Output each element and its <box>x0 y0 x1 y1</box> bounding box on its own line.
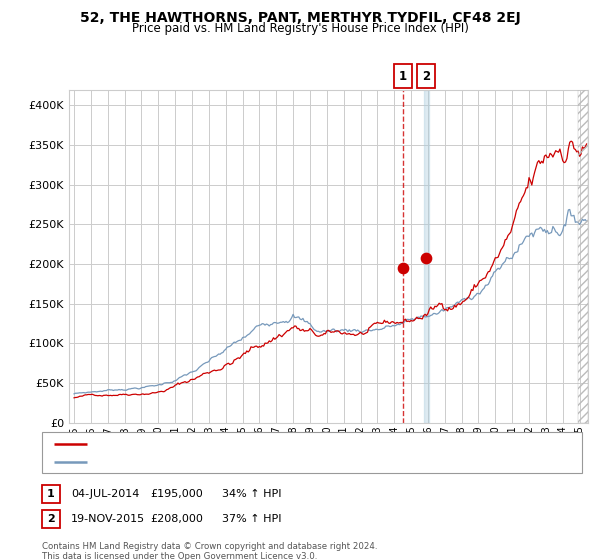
Text: 1: 1 <box>47 489 55 499</box>
Text: Price paid vs. HM Land Registry's House Price Index (HPI): Price paid vs. HM Land Registry's House … <box>131 22 469 35</box>
Point <box>398 264 407 273</box>
Text: 19-NOV-2015: 19-NOV-2015 <box>71 514 145 524</box>
Text: £195,000: £195,000 <box>150 489 203 499</box>
Text: Contains HM Land Registry data © Crown copyright and database right 2024.
This d: Contains HM Land Registry data © Crown c… <box>42 542 377 560</box>
Text: 37% ↑ HPI: 37% ↑ HPI <box>222 514 281 524</box>
Text: 1: 1 <box>398 69 407 83</box>
Text: 52, THE HAWTHORNS, PANT, MERTHYR TYDFIL, CF48 2EJ: 52, THE HAWTHORNS, PANT, MERTHYR TYDFIL,… <box>80 11 520 25</box>
Text: 2: 2 <box>422 69 430 83</box>
Text: 04-JUL-2014: 04-JUL-2014 <box>71 489 139 499</box>
Point <box>421 253 431 262</box>
Text: £208,000: £208,000 <box>150 514 203 524</box>
Text: 34% ↑ HPI: 34% ↑ HPI <box>222 489 281 499</box>
Text: 2: 2 <box>47 514 55 524</box>
Text: 52, THE HAWTHORNS, PANT, MERTHYR TYDFIL, CF48 2EJ (detached house): 52, THE HAWTHORNS, PANT, MERTHYR TYDFIL,… <box>93 439 464 449</box>
Bar <box>424 90 429 423</box>
Text: HPI: Average price, detached house, Merthyr Tydfil: HPI: Average price, detached house, Mert… <box>93 457 346 466</box>
